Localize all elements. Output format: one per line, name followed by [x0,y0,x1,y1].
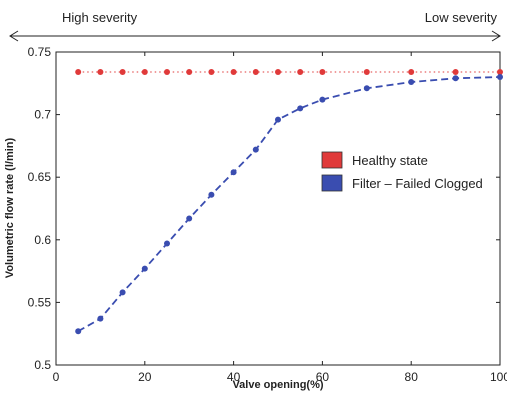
y-tick-label: 0.6 [34,233,51,247]
data-point-healthy [363,69,370,76]
data-point-clogged [186,215,193,222]
x-axis-title: Valve opening(%) [232,379,323,391]
legend: Healthy state Filter – Failed Clogged [321,151,483,192]
data-point-healthy [164,69,170,76]
legend-swatch-clogged [321,174,343,192]
data-point-healthy [97,69,104,76]
data-point-healthy [297,69,304,76]
x-tick-label: 60 [316,370,330,384]
data-point-clogged [164,240,170,247]
y-axis-ticks: 0.5 0.55 0.6 0.65 0.7 0.75 [28,45,500,372]
data-point-clogged [297,105,304,112]
data-point-healthy [452,69,459,76]
legend-label-healthy: Healthy state [352,153,428,168]
severity-arrow-left-head [9,30,19,42]
data-point-clogged [119,289,126,296]
data-point-clogged [141,265,148,272]
data-point-healthy [186,69,193,76]
series-layer [75,69,503,335]
y-tick-label: 0.75 [28,45,52,59]
data-point-healthy [119,69,126,76]
y-tick-label: 0.65 [28,170,52,184]
data-point-healthy [75,69,82,76]
x-tick-label: 80 [405,370,419,384]
x-tick-label: 100 [490,370,507,384]
x-tick-label: 40 [227,370,241,384]
low-severity-label: Low severity [425,10,498,25]
data-point-clogged [208,191,215,198]
legend-swatch-healthy [321,151,343,169]
data-point-healthy [497,69,503,76]
y-axis-title: Volumetric flow rate (l/min) [4,137,16,278]
severity-header: High severity Low severity [9,10,501,42]
series-line-clogged [77,76,501,332]
y-tick-label: 0.7 [34,108,51,122]
data-point-clogged [319,96,326,103]
data-point-healthy [252,69,259,76]
data-point-clogged [75,328,82,335]
data-point-healthy [230,69,237,76]
data-point-healthy [408,69,415,76]
data-point-clogged [230,169,237,176]
x-tick-label: 20 [138,370,152,384]
severity-arrow-right-head [491,30,501,42]
data-point-healthy [141,69,148,76]
x-tick-label: 0 [53,370,60,384]
data-point-clogged [363,85,370,92]
data-point-clogged [97,315,104,322]
data-point-healthy [208,69,215,76]
y-tick-label: 0.55 [28,295,52,309]
data-point-clogged [452,75,459,82]
data-point-clogged [275,116,281,123]
high-severity-label: High severity [62,10,138,25]
legend-label-clogged: Filter – Failed Clogged [352,176,483,191]
plot-frame [55,51,501,366]
data-point-clogged [408,79,415,86]
x-axis-ticks: 0 20 40 60 80 100 [53,52,507,384]
data-point-clogged [497,74,503,81]
y-tick-label: 0.5 [34,358,51,372]
data-point-healthy [319,69,326,76]
data-point-healthy [275,69,281,76]
data-point-clogged [252,146,259,153]
